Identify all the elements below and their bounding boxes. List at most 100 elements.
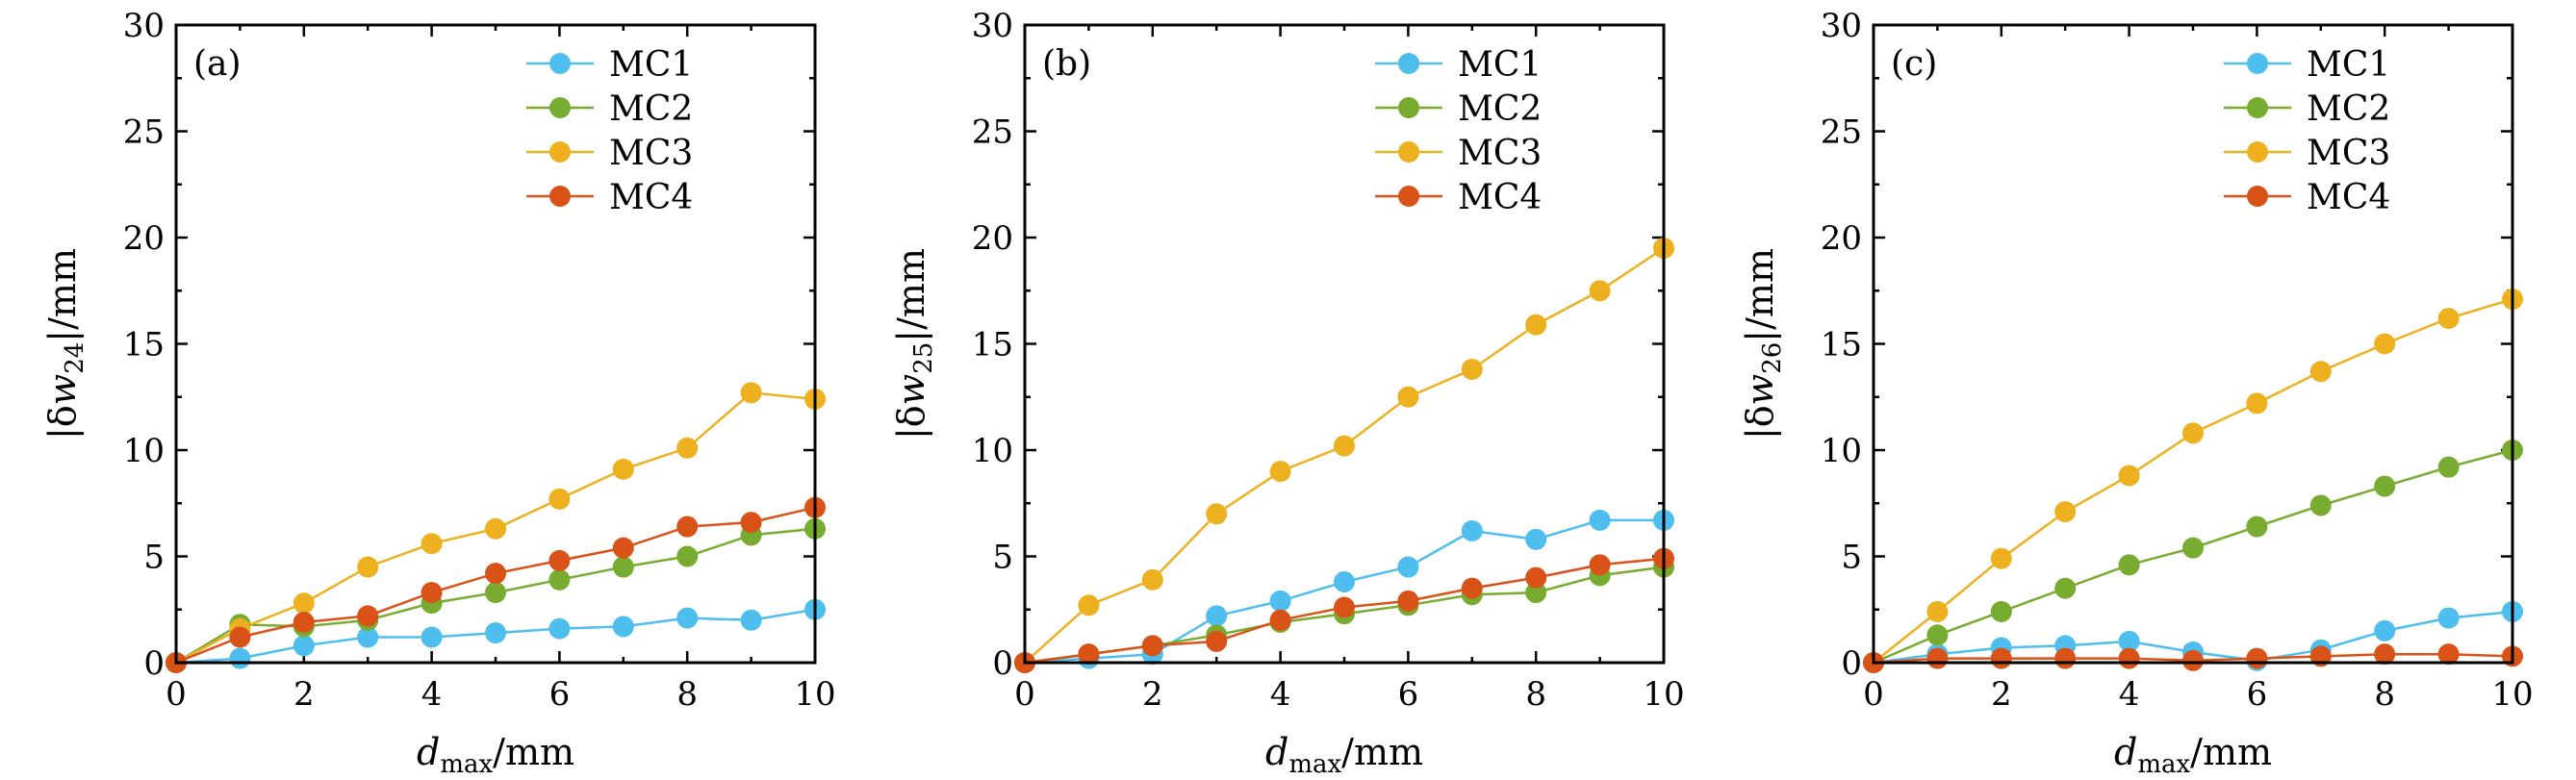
x-tick-label: 6 (549, 675, 571, 714)
legend-label: MC1 (609, 45, 693, 85)
legend-label: MC4 (2307, 178, 2390, 217)
data-point-mc4 (485, 563, 506, 585)
data-point-mc1 (1206, 605, 1228, 627)
x-tick-label: 4 (2119, 675, 2140, 714)
y-tick-label: 0 (143, 644, 165, 683)
data-point-mc4 (2374, 643, 2396, 666)
data-point-mc3 (1525, 314, 1547, 336)
data-point-mc1 (1334, 571, 1355, 593)
data-point-mc2 (548, 568, 571, 591)
data-point-mc2 (2437, 456, 2460, 478)
legend-label: MC1 (2307, 45, 2390, 85)
data-point-mc2 (1926, 624, 1949, 646)
legend-label: MC4 (1458, 178, 1542, 217)
data-point-mc1 (357, 626, 379, 648)
data-point-mc2 (1990, 600, 2012, 622)
data-point-mc4 (1990, 647, 2012, 669)
data-point-mc4 (229, 626, 251, 648)
data-point-mc3 (2118, 465, 2140, 487)
data-point-mc4 (2437, 643, 2460, 666)
legend-label: MC4 (609, 178, 693, 217)
panel-label: (c) (1891, 44, 1937, 84)
y-tick-label: 15 (1821, 326, 1862, 365)
data-point-mc4 (2182, 649, 2204, 671)
data-point-mc3 (612, 458, 634, 480)
y-tick-label: 20 (972, 219, 1013, 258)
data-point-mc3 (1206, 503, 1228, 525)
data-point-mc2 (612, 556, 634, 578)
data-point-mc3 (740, 382, 762, 404)
data-point-mc3 (1990, 547, 2012, 569)
data-point-mc4 (2054, 647, 2077, 669)
data-point-mc1 (2118, 630, 2140, 652)
data-point-mc2 (676, 545, 699, 567)
panel-label: (a) (193, 44, 242, 84)
legend-marker-mc1 (1398, 53, 1419, 74)
y-tick-label: 25 (972, 113, 1013, 152)
data-point-mc1 (2437, 607, 2460, 629)
data-point-mc1 (485, 622, 506, 644)
data-point-mc4 (1926, 647, 1949, 669)
data-point-mc1 (293, 635, 315, 657)
legend-marker-mc4 (1398, 186, 1419, 207)
data-point-mc3 (2437, 307, 2460, 329)
y-tick-label: 30 (1821, 7, 1862, 45)
x-axis-label: dmax/mm (1265, 731, 1423, 779)
y-tick-label: 20 (1821, 219, 1862, 258)
data-point-mc3 (1926, 600, 1949, 622)
data-point-mc2 (2309, 494, 2332, 516)
legend-marker-mc3 (549, 141, 571, 163)
plot-frame (1872, 23, 2514, 665)
data-point-mc4 (2246, 647, 2268, 669)
x-tick-label: 8 (2374, 675, 2395, 714)
y-axis-label: |δw24|/mm (41, 248, 89, 440)
data-point-mc4 (740, 512, 762, 534)
data-point-mc3 (1269, 461, 1291, 483)
data-point-mc3 (2309, 361, 2332, 383)
data-point-mc4 (1525, 566, 1547, 589)
data-point-mc1 (1589, 509, 1611, 531)
x-tick-label: 10 (1643, 675, 1684, 714)
legend-marker-mc2 (1398, 97, 1419, 118)
data-point-mc3 (485, 517, 506, 540)
plot-frame (1023, 23, 1666, 665)
x-axis-label: dmax/mm (2114, 731, 2272, 779)
legend-marker-mc1 (2247, 53, 2268, 74)
y-tick-label: 10 (123, 432, 165, 470)
data-point-mc3 (1078, 594, 1100, 616)
data-point-mc1 (1461, 519, 1483, 541)
x-tick-label: 10 (2491, 675, 2533, 714)
y-tick-label: 25 (123, 113, 165, 152)
legend-marker-mc1 (549, 53, 571, 74)
x-tick-label: 2 (1142, 675, 1163, 714)
data-point-mc4 (612, 537, 634, 559)
data-point-mc3 (421, 533, 443, 555)
data-point-mc2 (2246, 516, 2268, 538)
legend-label: MC3 (1458, 134, 1542, 173)
data-point-mc2 (2374, 475, 2396, 497)
x-tick-label: 6 (1398, 675, 1419, 714)
y-axis-label: |δw25|/mm (890, 248, 938, 440)
legend-marker-mc3 (2247, 141, 2268, 163)
y-tick-label: 10 (972, 432, 1013, 470)
data-point-mc1 (740, 609, 762, 631)
data-point-mc4 (1334, 596, 1355, 618)
x-tick-label: 0 (166, 675, 187, 714)
x-tick-label: 2 (1991, 675, 2012, 714)
data-point-mc1 (229, 647, 251, 669)
data-point-mc4 (1461, 577, 1483, 599)
legend-marker-mc4 (549, 186, 571, 207)
plot-frame (174, 23, 817, 665)
legend-marker-mc4 (2247, 186, 2268, 207)
data-point-mc1 (421, 626, 443, 648)
data-point-mc3 (357, 556, 379, 578)
x-tick-label: 4 (421, 675, 443, 714)
data-point-mc4 (293, 612, 315, 634)
y-tick-label: 20 (123, 219, 165, 258)
data-point-mc4 (1078, 643, 1100, 666)
x-axis-label: dmax/mm (417, 731, 574, 779)
x-tick-label: 10 (794, 675, 835, 714)
